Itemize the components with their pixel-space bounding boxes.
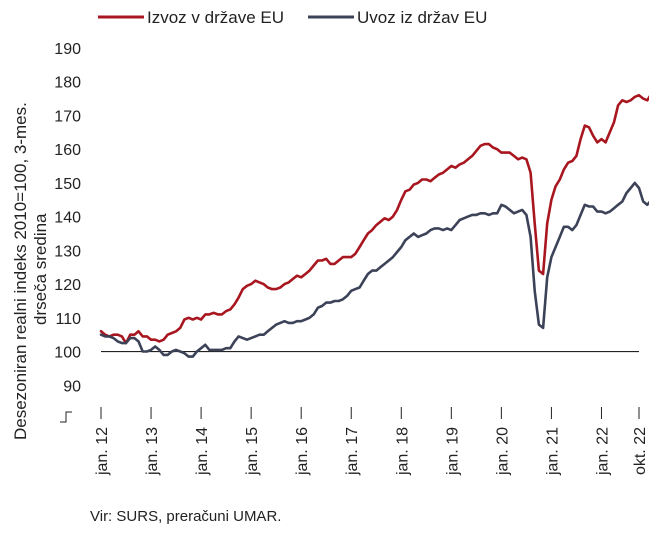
series-line-izvoz bbox=[99, 93, 649, 345]
y-axis-ticks: 90 100 110 120 130 140 150 160 170 180 190 bbox=[54, 41, 81, 395]
x-tick-label: jan. 19 bbox=[444, 427, 461, 476]
x-tick-label: jan. 18 bbox=[394, 427, 411, 476]
x-tick-label: jan. 16 bbox=[294, 427, 311, 476]
y-tick-label: 130 bbox=[54, 243, 81, 260]
y-axis-title-line1: Desezoniran realni indeks 2010=100, 3-me… bbox=[11, 102, 30, 440]
x-tick-label: jan. 12 bbox=[94, 427, 111, 476]
y-tick-label: 100 bbox=[54, 345, 81, 362]
legend-label: Izvoz v države EU bbox=[147, 8, 284, 27]
legend: Izvoz v države EU Uvoz iz držav EU bbox=[98, 8, 487, 27]
x-tick-label: jan. 20 bbox=[494, 427, 511, 476]
y-tick-label: 190 bbox=[54, 41, 81, 58]
y-axis-title: Desezoniran realni indeks 2010=100, 3-me… bbox=[11, 102, 50, 440]
y-axis-title-line2: drseča sredina bbox=[31, 213, 50, 325]
y-tick-label: 160 bbox=[54, 142, 81, 159]
y-tick-label: 150 bbox=[54, 176, 81, 193]
x-tick-label: jan. 15 bbox=[244, 427, 261, 476]
series-lines bbox=[99, 93, 649, 358]
x-tick-label: jan. 21 bbox=[544, 427, 561, 476]
legend-label: Uvoz iz držav EU bbox=[357, 8, 487, 27]
series-line-uvoz bbox=[99, 181, 649, 358]
y-tick-label: 180 bbox=[54, 75, 81, 92]
x-axis-ticks: jan. 12 jan. 13 jan. 14 jan. 15 jan. 16 jan. … bbox=[94, 407, 649, 476]
y-tick-label: 90 bbox=[63, 378, 81, 395]
source-note: Vir: SURS, preračuni UMAR. bbox=[90, 508, 282, 525]
y-axis-break-mark bbox=[60, 411, 72, 423]
x-tick-label: jan. 17 bbox=[344, 427, 361, 476]
y-tick-label: 120 bbox=[54, 277, 81, 294]
x-tick-label: okt. 22 bbox=[632, 427, 649, 475]
x-tick-label: jan. 14 bbox=[194, 427, 211, 476]
y-tick-label: 140 bbox=[54, 210, 81, 227]
x-tick-label: jan. 22 bbox=[594, 427, 611, 476]
y-tick-label: 110 bbox=[55, 311, 81, 328]
y-tick-label: 170 bbox=[54, 108, 81, 125]
x-tick-label: jan. 13 bbox=[144, 427, 161, 476]
